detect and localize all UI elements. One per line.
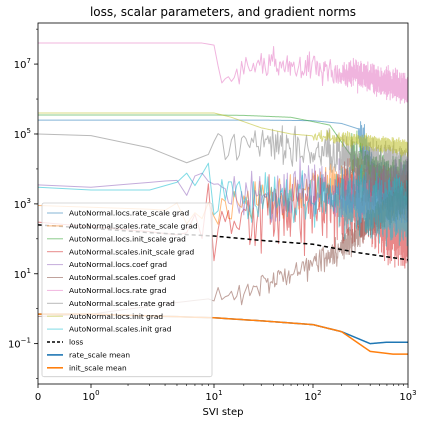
legend-label: AutoNormal.scales.coef grad [69, 273, 176, 282]
series-line-11 [38, 313, 408, 345]
legend-label: AutoNormal.scales.rate grad [69, 299, 175, 308]
legend-label: AutoNormal.scales.init_scale grad [69, 247, 195, 256]
series-line-8 [38, 112, 408, 157]
series-line-9 [38, 162, 408, 247]
legend-box [41, 202, 213, 378]
series-layer [38, 42, 408, 355]
legend-label: AutoNormal.locs.rate grad [69, 286, 167, 295]
series-line-7 [38, 125, 408, 198]
legend-label: AutoNormal.locs.rate_scale grad [69, 209, 189, 218]
chart-title: loss, scalar parameters, and gradient no… [90, 5, 356, 19]
legend-label: rate_scale mean [69, 351, 130, 360]
series-line-10 [38, 224, 408, 261]
series-line-6 [38, 42, 408, 104]
legend-label: AutoNormal.locs.init_scale grad [69, 234, 186, 243]
x-axis-label: SVI step [203, 407, 244, 418]
series-line-12 [38, 313, 408, 355]
legend-label: init_scale mean [69, 363, 127, 372]
legend-label: loss [69, 338, 83, 347]
legend-label: AutoNormal.locs.coef grad [69, 260, 167, 269]
x-tick-label: 0 [35, 392, 41, 403]
legend-label: AutoNormal.scales.init grad [69, 325, 172, 334]
legend: AutoNormal.locs.rate_scale grad AutoNorma… [41, 202, 213, 378]
legend-label: AutoNormal.locs.init grad [69, 312, 163, 321]
legend-label: AutoNormal.scales.rate_scale grad [69, 222, 198, 231]
